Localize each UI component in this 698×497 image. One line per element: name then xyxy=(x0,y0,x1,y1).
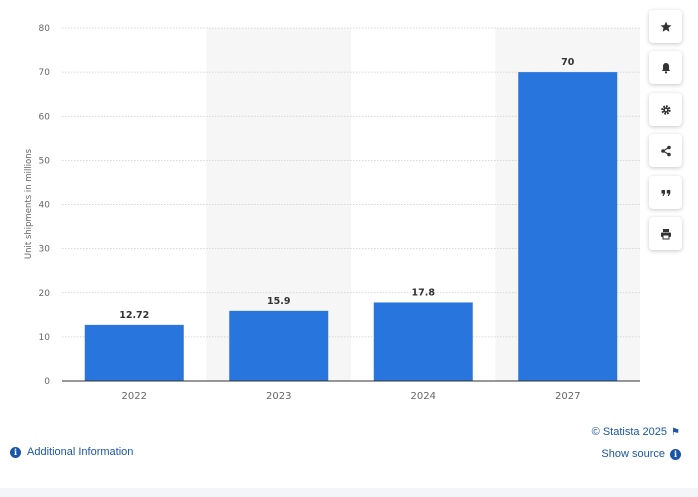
x-tick-label: 2027 xyxy=(555,391,580,402)
gear-icon xyxy=(660,104,671,115)
y-tick-label: 20 xyxy=(39,289,51,299)
settings-button[interactable] xyxy=(649,93,682,126)
info-icon: i xyxy=(670,448,681,460)
additional-information-text: Additional Information xyxy=(27,446,134,458)
y-tick-label: 30 xyxy=(39,245,51,255)
bar-chart: 12.72 15.9 17.8 70 0 10 20 30 40 50 60 70 80 2022 202… xyxy=(24,24,640,402)
copyright-credit[interactable]: © Statista 2025 ⚑ xyxy=(592,426,680,438)
data-label: 12.72 xyxy=(119,310,149,321)
y-tick-label: 40 xyxy=(39,201,51,211)
bar-2024[interactable] xyxy=(373,302,473,381)
y-tick-label: 70 xyxy=(39,68,51,78)
show-source-link[interactable]: Show source i xyxy=(601,448,681,460)
quote-icon xyxy=(661,189,670,196)
share-button[interactable] xyxy=(649,134,682,167)
y-tick-label: 50 xyxy=(39,156,51,166)
x-tick-label: 2023 xyxy=(266,391,291,402)
y-tick-label: 10 xyxy=(39,333,51,343)
y-tick-label: 60 xyxy=(39,112,51,122)
favorite-button[interactable] xyxy=(649,10,682,43)
flag-icon: ⚑ xyxy=(671,426,680,438)
star-icon xyxy=(660,21,671,32)
data-label: 70 xyxy=(561,57,575,68)
bar-2027[interactable] xyxy=(518,72,618,381)
bell-icon xyxy=(661,62,670,73)
credit-text: © Statista 2025 xyxy=(591,426,668,438)
cite-button[interactable] xyxy=(649,176,682,209)
y-axis-label: Unit shipments in millions xyxy=(24,148,34,259)
data-label: 15.9 xyxy=(267,296,290,307)
print-button[interactable] xyxy=(649,217,682,250)
share-icon xyxy=(660,145,671,156)
notification-button[interactable] xyxy=(649,51,682,84)
y-tick-label: 0 xyxy=(44,377,50,387)
additional-information-link[interactable]: i Additional Information xyxy=(10,446,133,458)
bar-2022[interactable] xyxy=(84,324,184,381)
show-source-text: Show source xyxy=(601,448,665,460)
x-tick-label: 2024 xyxy=(411,391,436,402)
bar-2023[interactable] xyxy=(229,310,329,381)
printer-icon xyxy=(660,228,671,239)
data-label: 17.8 xyxy=(412,287,436,298)
x-tick-label: 2022 xyxy=(122,391,147,402)
y-tick-label: 80 xyxy=(39,24,51,34)
info-icon: i xyxy=(10,446,21,458)
